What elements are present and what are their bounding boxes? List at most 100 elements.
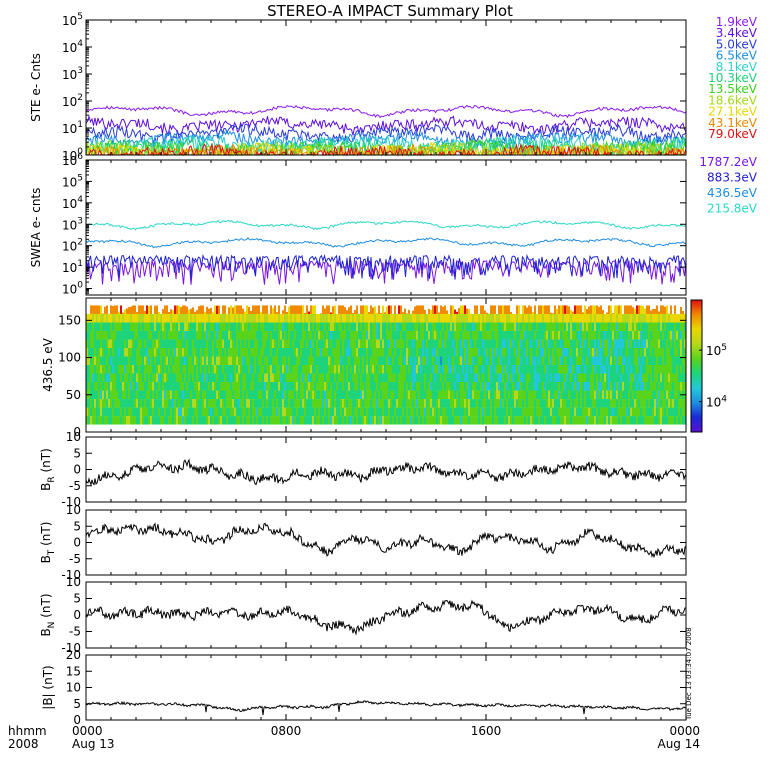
heatmap-cell [598,373,600,383]
heatmap-cell [134,365,136,374]
heatmap-cell [122,390,124,400]
heatmap-cell [644,347,646,357]
heatmap-cell [452,365,454,374]
heatmap-cell [208,407,210,417]
heatmap-cell [596,330,598,340]
heatmap-cell [228,313,230,323]
heatmap-cell [336,356,338,365]
heatmap-cell [464,390,466,400]
heatmap-cell [242,308,244,314]
heatmap-cell [254,347,256,357]
heatmap-cell [96,373,98,383]
heatmap-cell [670,305,672,314]
heatmap-cell [244,382,246,391]
heatmap-cell [310,407,312,417]
heatmap-cell [158,407,160,417]
heatmap-cell [658,356,660,365]
heatmap-cell [362,356,364,365]
heatmap-cell [514,365,516,374]
heatmap-cell [312,330,314,340]
heatmap-cell [118,322,120,331]
heatmap-cell [226,322,228,331]
heatmap-cell [538,390,540,400]
heatmap-cell [388,313,390,323]
heatmap-cell [150,399,152,408]
heatmap-cell [588,382,590,391]
heatmap-cell [344,313,346,323]
heatmap-cell [380,365,382,374]
heatmap-cell [460,356,462,365]
heatmap-cell [656,373,658,383]
heatmap-cell [122,330,124,340]
heatmap-cell [382,305,384,314]
heatmap-cell [414,356,416,365]
y-tick-label: 20 [66,648,81,662]
heatmap-cell [222,407,224,417]
heatmap-cell [292,373,294,383]
heatmap-cell [142,313,144,323]
heatmap-cell [488,416,490,425]
heatmap-cell [534,305,536,314]
heatmap-cell [620,399,622,408]
heatmap-cell [494,390,496,400]
heatmap-cell [376,312,378,314]
heatmap-cell [152,322,154,331]
heatmap-cell [494,399,496,408]
heatmap-cell [192,373,194,383]
heatmap-cell [260,347,262,357]
heatmap-cell [450,330,452,340]
heatmap-cell [378,407,380,417]
heatmap-cell [464,373,466,383]
heatmap-cell [496,382,498,391]
heatmap-cell [664,407,666,417]
heatmap-cell [554,382,556,391]
heatmap-cell [170,339,172,348]
heatmap-cell [510,416,512,425]
heatmap-cell [482,330,484,340]
heatmap-cell [280,322,282,331]
heatmap-cell [248,339,250,348]
heatmap-cell [464,347,466,357]
heatmap-cell [600,339,602,348]
heatmap-cell [648,322,650,331]
heatmap-cell [522,347,524,357]
heatmap-cell [330,313,332,323]
heatmap-cell [508,407,510,417]
heatmap-cell [466,407,468,417]
heatmap-cell [426,382,428,391]
heatmap-cell [134,347,136,357]
heatmap-cell [526,330,528,340]
heatmap-cell [618,390,620,400]
heatmap-cell [482,399,484,408]
heatmap-cell [312,390,314,400]
heatmap-cell [300,416,302,425]
heatmap-cell [300,407,302,417]
heatmap-cell [574,322,576,331]
heatmap-cell [454,365,456,374]
heatmap-cell [388,416,390,425]
heatmap-cell [176,373,178,383]
heatmap-cell [590,330,592,340]
heatmap-cell [230,416,232,425]
heatmap-cell [646,305,648,314]
heatmap-cell [204,407,206,417]
heatmap-cell [428,399,430,408]
heatmap-cell [470,339,472,348]
heatmap-cell [332,306,334,314]
heatmap-cell [176,322,178,331]
heatmap-cell [200,416,202,425]
heatmap-cell [388,390,390,400]
heatmap-cell [642,373,644,383]
heatmap-cell [108,356,110,365]
heatmap-cell [164,356,166,365]
heatmap-cell [614,407,616,417]
heatmap-cell [410,322,412,331]
heatmap-cell [628,382,630,391]
heatmap-cell [680,306,682,314]
heatmap-cell [276,390,278,400]
heatmap-cell [576,322,578,331]
heatmap-cell [402,322,404,331]
heatmap-cell [470,330,472,340]
heatmap-cell [554,399,556,408]
heatmap-cell [312,407,314,417]
